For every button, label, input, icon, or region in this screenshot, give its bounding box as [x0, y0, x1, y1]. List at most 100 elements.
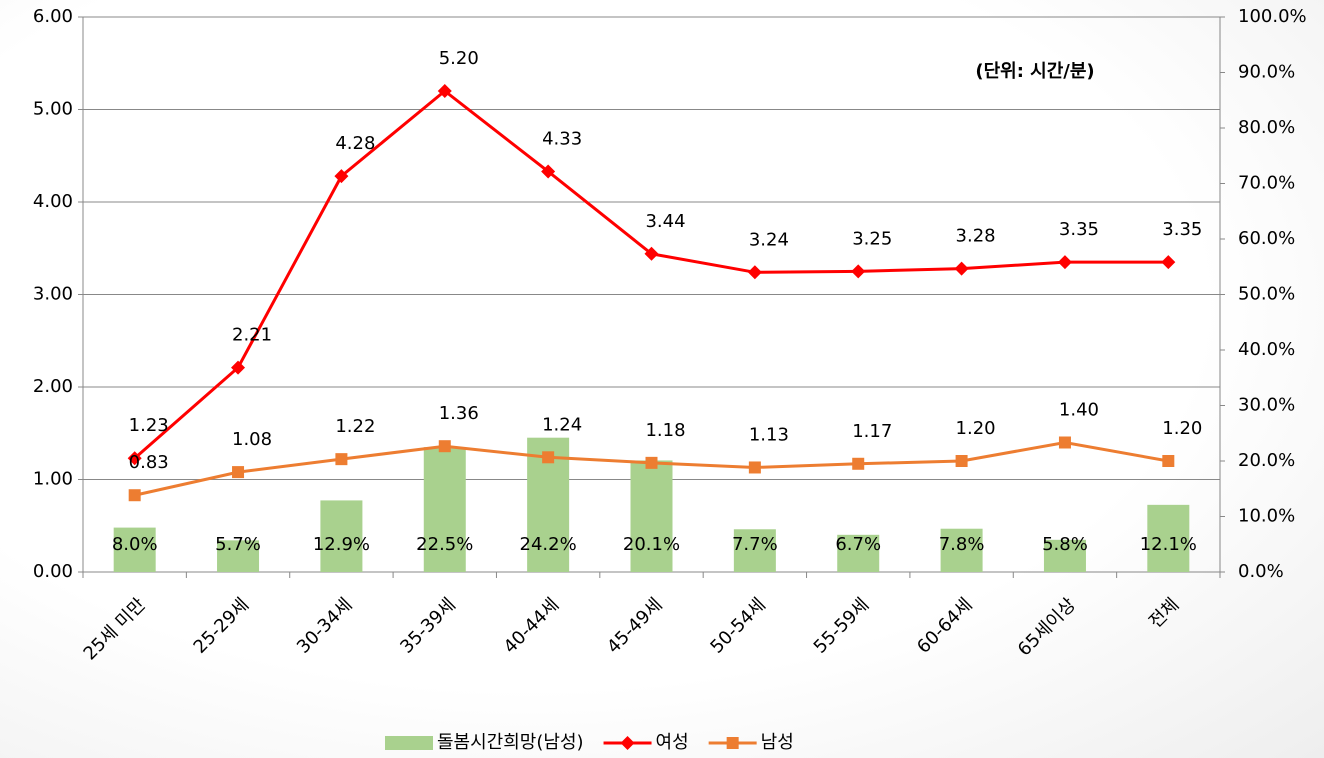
data-label: 1.40 — [1059, 400, 1099, 421]
y2-tick-label: 100.0% — [1238, 6, 1307, 27]
legend-swatch — [385, 736, 433, 750]
data-label: 3.35 — [1059, 219, 1099, 240]
data-label: 12.9% — [313, 534, 370, 555]
line-marker — [1161, 255, 1176, 270]
y-tick-label: 0.00 — [33, 561, 73, 582]
line-marker — [644, 246, 659, 261]
data-label: 1.13 — [749, 424, 789, 445]
legend-label: 돌봄시간희망(남성) — [437, 732, 584, 753]
data-label: 5.20 — [439, 48, 479, 69]
line-marker — [645, 456, 658, 469]
data-label: 1.18 — [645, 420, 685, 441]
data-label: 1.22 — [335, 416, 375, 437]
x-tick-label: 65세이상 — [1014, 594, 1080, 660]
bar — [940, 528, 983, 572]
x-tick-label: 55-59세 — [810, 594, 874, 658]
data-label: 22.5% — [416, 534, 473, 555]
data-label: 20.1% — [623, 534, 680, 555]
line-marker — [542, 451, 555, 464]
x-tick-label: 35-39세 — [396, 594, 460, 658]
line-marker — [335, 453, 348, 466]
data-label: 1.24 — [542, 414, 582, 435]
unit-annotation: (단위: 시간/분) — [975, 61, 1094, 82]
bar — [630, 460, 673, 572]
data-label: 1.20 — [1162, 418, 1202, 439]
line-marker — [334, 169, 349, 184]
bar — [423, 447, 466, 572]
bar — [320, 500, 363, 572]
bar — [837, 534, 880, 572]
bar — [1147, 504, 1190, 572]
y-tick-label: 4.00 — [33, 191, 73, 212]
y2-tick-label: 40.0% — [1238, 339, 1295, 360]
data-label: 1.23 — [129, 415, 169, 436]
y2-tick-label: 10.0% — [1238, 506, 1295, 527]
line-marker — [541, 164, 556, 179]
line-marker — [852, 457, 865, 470]
line-marker — [1058, 436, 1071, 449]
bar — [733, 529, 776, 572]
data-label: 6.7% — [835, 534, 881, 555]
legend-swatch — [726, 737, 739, 749]
data-label: 2.21 — [232, 325, 272, 346]
x-tick-label: 30-34세 — [293, 594, 357, 658]
data-label: 3.35 — [1162, 219, 1202, 240]
data-label: 3.28 — [956, 226, 996, 247]
y-tick-label: 2.00 — [33, 376, 73, 397]
line-marker — [1162, 455, 1175, 467]
bar — [217, 540, 260, 572]
line-marker — [127, 451, 142, 466]
line-marker — [748, 461, 761, 474]
data-label: 5.8% — [1042, 534, 1088, 555]
y-tick-label: 3.00 — [33, 284, 73, 305]
data-label: 1.20 — [956, 418, 996, 439]
x-tick-label: 45-49세 — [603, 594, 667, 658]
line — [133, 89, 1169, 460]
x-tick-label: 전체 — [1145, 594, 1183, 632]
x-tick-label: 50-54세 — [706, 594, 770, 658]
line-marker — [231, 360, 246, 375]
line-marker — [851, 264, 866, 279]
data-label: 5.7% — [215, 534, 261, 555]
data-label: 7.7% — [732, 534, 778, 555]
data-label: 0.83 — [129, 452, 169, 473]
x-tick-label: 25세 미만 — [80, 594, 150, 664]
y2-tick-label: 20.0% — [1238, 450, 1295, 471]
data-label: 8.0% — [112, 534, 158, 555]
line-marker — [1057, 255, 1072, 270]
legend-swatch — [620, 736, 635, 750]
x-tick-label: 60-64세 — [913, 594, 977, 658]
line-marker — [232, 466, 245, 479]
line-marker — [747, 265, 762, 280]
bar — [1043, 539, 1086, 572]
data-label: 3.44 — [645, 211, 685, 232]
data-label: 1.17 — [852, 421, 892, 442]
x-tick-label: 25-29세 — [190, 594, 254, 658]
y2-tick-label: 70.0% — [1238, 173, 1295, 194]
y-tick-label: 6.00 — [33, 6, 73, 27]
line-marker — [437, 84, 452, 98]
y2-tick-label: 0.0% — [1238, 561, 1284, 582]
y2-tick-label: 90.0% — [1238, 62, 1295, 83]
data-label: 12.1% — [1140, 534, 1197, 555]
line-marker — [955, 455, 968, 467]
y-tick-label: 1.00 — [33, 469, 73, 490]
line-marker — [128, 489, 141, 502]
data-label: 3.25 — [852, 228, 892, 249]
bar — [113, 527, 156, 572]
x-tick-label: 40-44세 — [500, 594, 564, 658]
y2-tick-label: 60.0% — [1238, 228, 1295, 249]
data-label: 4.33 — [542, 128, 582, 149]
data-label: 3.24 — [749, 229, 789, 250]
legend-label: 남성 — [761, 732, 794, 753]
data-label: 1.08 — [232, 429, 272, 450]
legend-label: 여성 — [656, 732, 689, 753]
data-label: 24.2% — [520, 534, 577, 555]
line-marker — [954, 261, 969, 276]
y-tick-label: 5.00 — [33, 99, 73, 120]
y2-tick-label: 80.0% — [1238, 117, 1295, 138]
data-label: 4.28 — [335, 133, 375, 154]
line-marker — [438, 440, 451, 453]
data-label: 7.8% — [939, 534, 985, 555]
